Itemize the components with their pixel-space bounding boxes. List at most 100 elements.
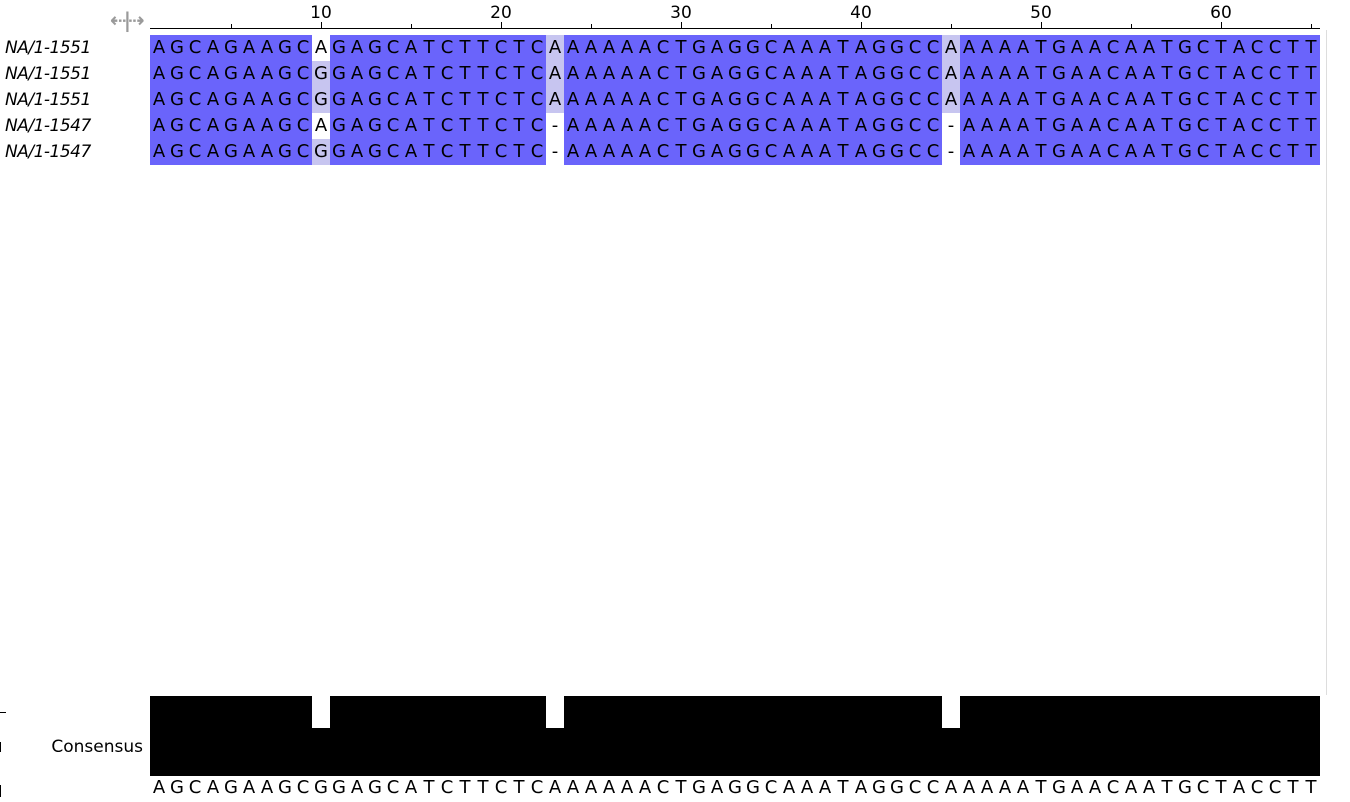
residue-cell[interactable]: A xyxy=(1068,87,1086,113)
residue-cell[interactable]: C xyxy=(762,113,780,139)
residue-cell[interactable]: G xyxy=(888,113,906,139)
residue-cell[interactable]: G xyxy=(888,35,906,61)
residue-cell[interactable]: C xyxy=(384,87,402,113)
residue-cell[interactable]: A xyxy=(240,35,258,61)
residue-cell[interactable]: A xyxy=(582,139,600,165)
expand-collapse-icon[interactable]: ⇠|⇢ xyxy=(110,8,145,32)
residue-cell[interactable]: T xyxy=(834,113,852,139)
residue-cell[interactable]: A xyxy=(258,35,276,61)
residue-cell[interactable]: A xyxy=(258,139,276,165)
residue-cell[interactable]: C xyxy=(1104,113,1122,139)
residue-cell[interactable]: G xyxy=(222,113,240,139)
residue-cell[interactable]: T xyxy=(1302,139,1320,165)
residue-cell[interactable]: A xyxy=(618,113,636,139)
residue-cell[interactable]: T xyxy=(672,61,690,87)
residue-cell[interactable]: C xyxy=(1266,87,1284,113)
residue-cell[interactable]: A xyxy=(1014,87,1032,113)
residue-cell[interactable]: T xyxy=(420,139,438,165)
residue-cell[interactable]: A xyxy=(978,61,996,87)
residue-cell[interactable]: T xyxy=(1284,87,1302,113)
residue-cell[interactable]: A xyxy=(1086,113,1104,139)
residue-cell[interactable]: A xyxy=(996,87,1014,113)
residue-cell[interactable]: T xyxy=(1212,113,1230,139)
residue-cell[interactable]: A xyxy=(618,139,636,165)
residue-cell[interactable]: C xyxy=(924,87,942,113)
residue-cell[interactable]: T xyxy=(1032,113,1050,139)
residue-cell[interactable]: T xyxy=(456,61,474,87)
residue-cell[interactable]: C xyxy=(924,35,942,61)
sequence-name[interactable]: NA/1-1547 xyxy=(5,142,91,162)
residue-cell[interactable]: T xyxy=(420,35,438,61)
residue-cell[interactable]: T xyxy=(420,113,438,139)
residue-cell[interactable]: G xyxy=(222,61,240,87)
residue-cell[interactable]: A xyxy=(960,35,978,61)
residue-cell[interactable]: G xyxy=(330,61,348,87)
residue-cell[interactable]: G xyxy=(366,35,384,61)
residue-cell[interactable]: T xyxy=(1158,87,1176,113)
residue-cell[interactable]: A xyxy=(314,37,328,58)
residue-cell[interactable]: C xyxy=(294,113,312,139)
residue-cell[interactable]: A xyxy=(150,35,168,61)
residue-cell[interactable]: A xyxy=(1086,139,1104,165)
residue-cell[interactable]: C xyxy=(654,61,672,87)
residue-cell[interactable]: G xyxy=(312,61,330,87)
residue-cell[interactable]: C xyxy=(1248,35,1266,61)
residue-cell[interactable]: T xyxy=(474,87,492,113)
residue-cell[interactable]: T xyxy=(834,35,852,61)
residue-cell[interactable]: G xyxy=(168,35,186,61)
residue-cell[interactable]: G xyxy=(168,61,186,87)
residue-cell[interactable]: G xyxy=(330,139,348,165)
residue-cell[interactable]: A xyxy=(942,61,960,87)
residue-cell[interactable]: A xyxy=(600,87,618,113)
residue-cell[interactable]: C xyxy=(1266,61,1284,87)
residue-cell[interactable]: C xyxy=(384,113,402,139)
sequence-name[interactable]: NA/1-1551 xyxy=(5,38,91,58)
residue-cell[interactable]: A xyxy=(240,87,258,113)
residue-cell[interactable]: C xyxy=(906,87,924,113)
residue-cell[interactable]: A xyxy=(852,35,870,61)
residue-cell[interactable]: G xyxy=(312,139,330,165)
residue-cell[interactable]: A xyxy=(1068,113,1086,139)
residue-cell[interactable]: A xyxy=(816,61,834,87)
residue-cell[interactable]: C xyxy=(906,35,924,61)
residue-cell[interactable]: A xyxy=(150,113,168,139)
residue-cell[interactable]: A xyxy=(996,35,1014,61)
residue-cell[interactable]: C xyxy=(906,113,924,139)
residue-cell[interactable]: G xyxy=(1176,35,1194,61)
residue-cell[interactable]: A xyxy=(942,35,960,61)
residue-cell[interactable]: A xyxy=(150,61,168,87)
residue-cell[interactable]: T xyxy=(1158,35,1176,61)
residue-cell[interactable]: A xyxy=(1230,113,1248,139)
residue-cell[interactable]: T xyxy=(510,61,528,87)
residue-cell[interactable]: A xyxy=(816,35,834,61)
residue-cell[interactable]: A xyxy=(780,87,798,113)
residue-cell[interactable]: C xyxy=(528,113,546,139)
residue-cell[interactable]: C xyxy=(906,139,924,165)
residue-cell[interactable]: A xyxy=(618,87,636,113)
residue-cell[interactable]: A xyxy=(1086,61,1104,87)
residue-cell[interactable]: A xyxy=(314,115,328,136)
residue-cell[interactable]: G xyxy=(690,87,708,113)
residue-cell[interactable]: C xyxy=(438,35,456,61)
residue-cell[interactable]: A xyxy=(204,87,222,113)
residue-cell[interactable]: G xyxy=(870,61,888,87)
residue-cell[interactable]: C xyxy=(384,139,402,165)
residue-cell[interactable]: C xyxy=(654,35,672,61)
residue-cell[interactable]: A xyxy=(348,139,366,165)
residue-cell[interactable]: G xyxy=(870,87,888,113)
residue-cell[interactable]: C xyxy=(186,139,204,165)
residue-cell[interactable]: T xyxy=(1212,87,1230,113)
residue-cell[interactable]: A xyxy=(150,87,168,113)
residue-cell[interactable]: A xyxy=(780,139,798,165)
residue-cell[interactable]: A xyxy=(564,61,582,87)
residue-cell[interactable]: A xyxy=(546,87,564,113)
residue-cell[interactable]: T xyxy=(1284,61,1302,87)
residue-cell[interactable]: T xyxy=(1302,87,1320,113)
residue-cell[interactable]: A xyxy=(348,113,366,139)
residue-cell[interactable]: A xyxy=(564,87,582,113)
residue-cell[interactable]: T xyxy=(1212,61,1230,87)
residue-cell[interactable]: A xyxy=(1122,113,1140,139)
residue-cell[interactable]: A xyxy=(960,139,978,165)
residue-cell[interactable]: C xyxy=(186,61,204,87)
